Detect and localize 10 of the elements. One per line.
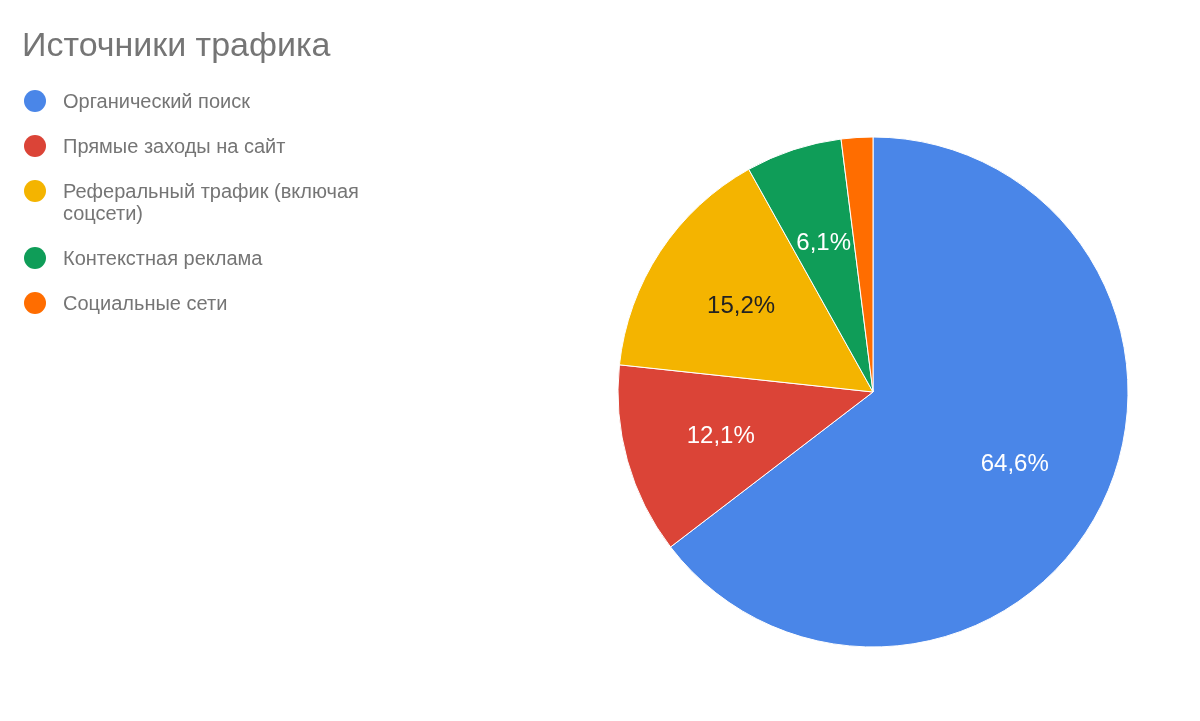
data-label: 6,1%	[796, 228, 852, 256]
legend-label: Контекстная реклама	[63, 247, 264, 269]
legend-label: Социальные сети	[63, 292, 228, 314]
data-label: 15,2%	[707, 291, 776, 319]
data-label: 64,6%	[980, 448, 1049, 476]
legend-label: Органический поиск	[63, 90, 251, 112]
legend-label: Прямые заходы на сайт	[63, 135, 286, 157]
chart-title: Источники трафика	[22, 25, 331, 63]
data-label: 12,1%	[686, 421, 755, 449]
legend-label: Реферальный трафик (включая соцсети)	[63, 180, 359, 224]
